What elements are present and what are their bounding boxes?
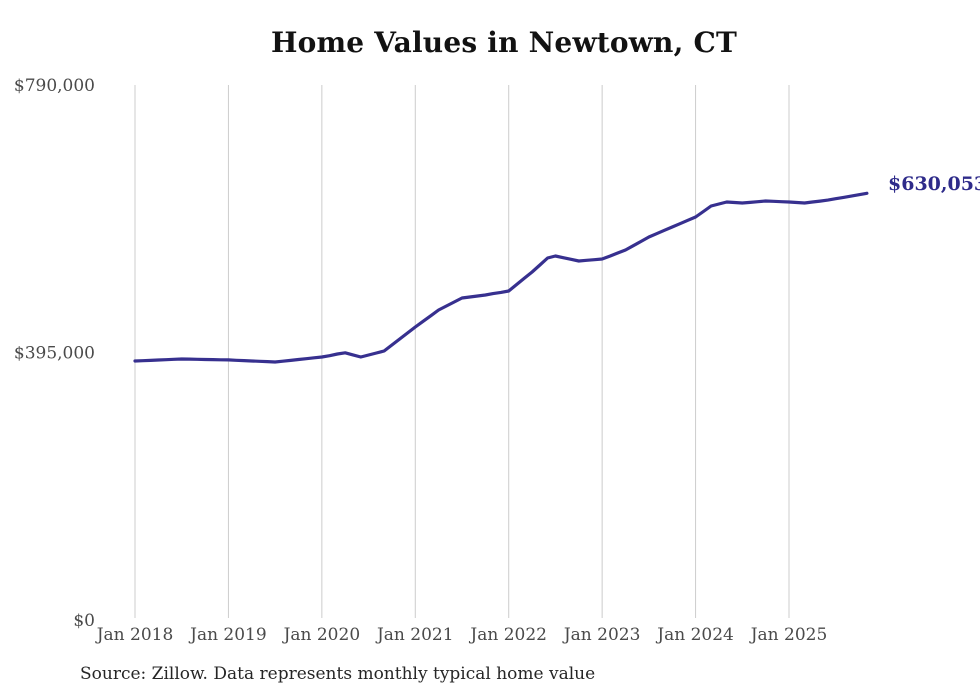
- x-tick-label: Jan 2025: [749, 625, 828, 645]
- source-note: Source: Zillow. Data represents monthly …: [80, 664, 596, 684]
- x-tick-label: Jan 2021: [375, 625, 454, 645]
- y-tick-label: $0: [73, 611, 95, 631]
- x-tick-label: Jan 2024: [655, 625, 734, 645]
- x-tick-label: Jan 2023: [562, 625, 641, 645]
- x-tick-label: Jan 2022: [468, 625, 547, 645]
- chart-title: Home Values in Newtown, CT: [270, 26, 738, 59]
- latest-value-label: $630,053: [888, 173, 980, 195]
- y-tick-label: $790,000: [14, 76, 95, 96]
- x-tick-label: Jan 2020: [282, 625, 361, 645]
- home-value-line: [133, 191, 869, 364]
- x-tick-label: Jan 2019: [188, 625, 267, 645]
- x-tick-label: Jan 2018: [95, 625, 174, 645]
- y-tick-label: $395,000: [14, 344, 95, 364]
